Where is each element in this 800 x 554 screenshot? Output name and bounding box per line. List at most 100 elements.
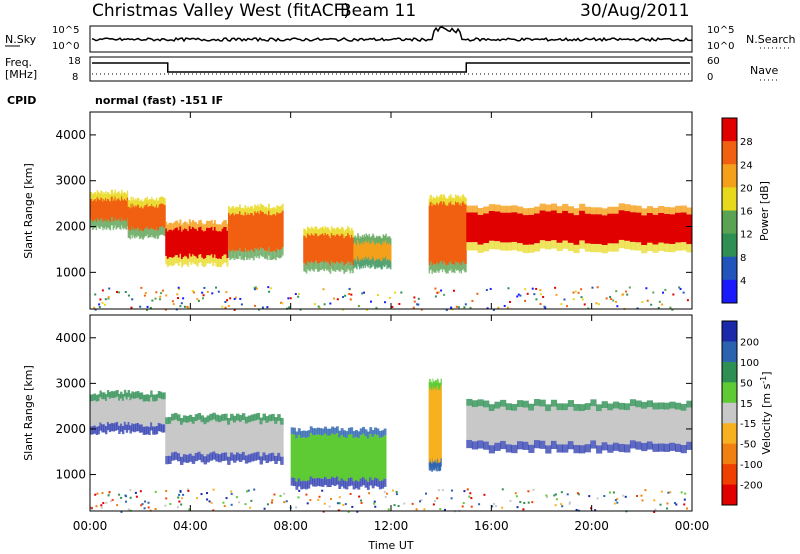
power-band-7-edge xyxy=(629,205,637,213)
velocity-scatter-point xyxy=(108,492,111,495)
power-scatter-point xyxy=(322,288,325,291)
power-band-1-cell xyxy=(140,206,143,230)
velocity-band-4-cell xyxy=(607,410,614,445)
velocity-band-4-cell xyxy=(579,411,586,446)
power-scatter-point xyxy=(464,303,467,306)
power-band-0-edge xyxy=(122,193,125,201)
power-scatter-point xyxy=(313,303,316,306)
velocity-scatter-point xyxy=(322,510,325,513)
power-scatter-point xyxy=(332,297,335,300)
velocity-band-4-cell xyxy=(612,408,620,443)
power-band-0-edge xyxy=(104,193,106,201)
power-band-5-edge xyxy=(368,256,370,266)
velocity-scatter-point xyxy=(603,495,606,498)
power-band-6-edge xyxy=(454,265,456,274)
power-band-5-edge xyxy=(367,236,369,244)
power-band-1-edge xyxy=(137,227,140,237)
power-band-3-cell xyxy=(265,213,268,251)
power-band-0-edge xyxy=(105,221,108,230)
power-band-6-edge xyxy=(461,195,463,203)
power-band-7-edge xyxy=(663,206,670,214)
velocity-band-1-edge xyxy=(221,414,225,421)
velocity-band-1-cell xyxy=(241,419,246,452)
power-band-6-edge xyxy=(457,262,460,271)
power-band-1-cell xyxy=(144,204,146,228)
power-band-7-cell xyxy=(539,210,546,241)
velocity-band-4-edge xyxy=(596,404,603,412)
velocity-band-2-edge xyxy=(309,426,313,434)
velocity-band-2-edge xyxy=(352,431,356,438)
power-band-2-edge xyxy=(190,256,193,265)
power-band-4-edge xyxy=(315,226,318,234)
power-band-1-cell xyxy=(155,204,158,228)
power-band-2-cell xyxy=(179,226,182,254)
velocity-band-2-cell xyxy=(381,437,385,481)
velocity-colorbar-tick: 15 xyxy=(740,399,753,410)
velocity-scatter-point xyxy=(443,508,446,511)
velocity-scatter-point xyxy=(514,492,517,495)
power-band-6-cell xyxy=(447,205,449,266)
power-scatter-point xyxy=(376,293,379,296)
velocity-band-4-edge xyxy=(646,400,653,408)
power-band-2-cell xyxy=(218,231,221,259)
velocity-band-2-edge xyxy=(366,481,370,490)
velocity-band-1-edge xyxy=(168,455,172,464)
velocity-band-4-cell xyxy=(488,411,495,446)
power-band-1-edge xyxy=(128,199,131,207)
power-band-0-edge xyxy=(109,222,112,231)
power-band-2-cell xyxy=(176,227,179,256)
power-band-5-edge xyxy=(355,259,357,268)
power-band-6-cell xyxy=(465,204,467,265)
velocity-band-1-cell xyxy=(247,422,252,455)
velocity-band-2-cell xyxy=(338,437,342,481)
power-band-5-cell xyxy=(362,244,365,261)
power-band-0-edge xyxy=(126,190,129,198)
power-band-7-edge xyxy=(646,206,653,213)
power-band-2-cell xyxy=(166,231,169,259)
velocity-band-1-edge xyxy=(244,416,249,424)
velocity-scatter-point xyxy=(200,493,203,496)
velocity-band-0-edge xyxy=(137,422,140,432)
power-band-7-edge xyxy=(618,239,625,249)
power-scatter-point xyxy=(672,293,675,296)
power-band-5-cell xyxy=(365,240,368,257)
power-band-3-cell xyxy=(262,212,265,249)
date-label: 30/Aug/2011 xyxy=(580,1,690,21)
time-tick-label: 08:00 xyxy=(273,519,308,533)
power-band-4-cell xyxy=(303,235,305,264)
power-band-1-edge xyxy=(153,230,156,239)
power-band-3-edge xyxy=(261,204,263,212)
power-band-3-edge xyxy=(248,251,251,260)
velocity-band-0-edge xyxy=(137,391,140,398)
power-band-5-edge xyxy=(359,236,362,244)
power-scatter-point xyxy=(362,291,365,294)
power-band-1-edge xyxy=(136,229,138,238)
power-scatter-point xyxy=(186,305,189,308)
velocity-scatter-point xyxy=(95,505,98,508)
velocity-band-1-edge xyxy=(238,415,243,422)
velocity-scatter-point xyxy=(462,502,465,505)
power-band-4-edge xyxy=(345,263,348,272)
velocity-band-2-edge xyxy=(319,478,323,487)
power-band-0-cell xyxy=(118,198,120,219)
velocity-scatter-point xyxy=(263,507,266,510)
power-band-6-edge xyxy=(441,263,444,273)
power-band-2-cell xyxy=(174,227,177,256)
velocity-band-4-cell xyxy=(528,410,535,445)
velocity-band-4-cell xyxy=(539,406,546,441)
power-band-0-edge xyxy=(111,217,114,226)
power-band-4-edge xyxy=(345,229,348,236)
power-band-0-edge xyxy=(99,193,101,201)
power-band-1-edge xyxy=(159,226,162,236)
power-colorbar-tick: 12 xyxy=(740,230,753,241)
velocity-band-1-edge xyxy=(171,452,175,461)
velocity-band-1-edge xyxy=(179,417,184,425)
velocity-scatter-point xyxy=(441,489,444,492)
power-band-5-edge xyxy=(384,235,386,243)
power-band-3-edge xyxy=(243,252,246,261)
power-scatter-point xyxy=(650,303,653,306)
velocity-band-2-cell xyxy=(366,438,370,482)
power-scatter-point xyxy=(98,303,101,306)
power-band-7-edge xyxy=(669,243,676,253)
power-scatter-point xyxy=(679,288,682,291)
